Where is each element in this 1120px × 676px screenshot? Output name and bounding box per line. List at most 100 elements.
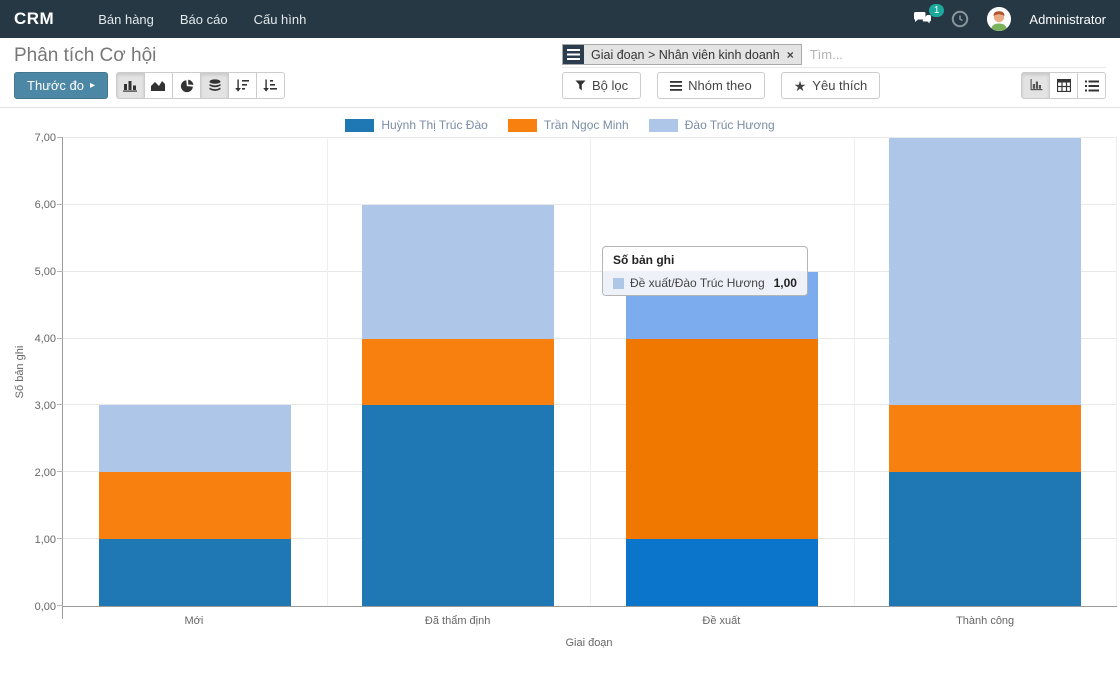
tooltip-swatch — [613, 278, 624, 289]
gridline-v — [327, 138, 328, 606]
search-view[interactable]: Giai đoạn > Nhân viên kinh doanh × Tìm..… — [562, 44, 1106, 68]
facet-remove-icon[interactable]: × — [787, 45, 801, 64]
measures-button[interactable]: Thước đo ▸ — [14, 72, 108, 99]
x-axis-labels: Mới Đã thẩm định Đề xuất Thành công — [62, 615, 1117, 631]
messages-badge: 1 — [929, 4, 945, 17]
star-icon: ★ — [794, 79, 807, 93]
nav-item-settings[interactable]: Cấu hình — [254, 12, 307, 27]
y-tick-mark — [57, 404, 63, 405]
favorites-button[interactable]: ★ Yêu thích — [781, 72, 881, 99]
legend-swatch — [345, 119, 374, 132]
y-axis-labels: 0,001,002,003,004,005,006,007,00 — [0, 138, 56, 607]
y-tick-mark — [57, 137, 63, 138]
activity-clock-icon[interactable] — [951, 10, 969, 28]
x-axis-title: Giai đoạn — [565, 637, 612, 649]
x-tick-label: Mới — [184, 615, 203, 627]
x-tick-label: Thành công — [956, 615, 1014, 627]
bar-segment[interactable] — [626, 339, 818, 540]
tooltip-label: Đề xuất/Đào Trúc Hương — [630, 276, 765, 290]
search-buttons: Bộ lọc Nhóm theo ★ Yêu thích — [562, 72, 880, 99]
groupby-button[interactable]: Nhóm theo — [657, 72, 765, 99]
legend-item[interactable]: Huỳnh Thị Trúc Đào — [345, 118, 488, 132]
legend-label: Trần Ngọc Minh — [544, 118, 629, 132]
groupby-facet-icon — [563, 45, 584, 64]
avatar[interactable] — [987, 7, 1011, 31]
nav-menu: Bán hàng Báo cáo Cấu hình — [98, 12, 306, 27]
y-tick-mark — [57, 538, 63, 539]
chart-type-group — [116, 72, 285, 99]
gridline-v — [1116, 138, 1117, 606]
measures-label: Thước đo — [27, 78, 84, 93]
y-tick-mark — [57, 204, 63, 205]
stacked-toggle-button[interactable] — [200, 72, 229, 99]
bar-segment[interactable] — [889, 138, 1081, 405]
view-switcher — [1013, 72, 1106, 99]
filters-button[interactable]: Bộ lọc — [562, 72, 641, 99]
chart-tooltip: Số bản ghi Đề xuất/Đào Trúc Hương 1,00 — [602, 246, 808, 296]
y-tick-label: 3,00 — [35, 400, 56, 412]
bar-segment[interactable] — [889, 405, 1081, 472]
messages-icon[interactable]: 1 — [913, 11, 933, 27]
chart-legend: Huỳnh Thị Trúc Đào Trần Ngọc Minh Đào Tr… — [0, 118, 1120, 132]
nav-right: 1 Administrator — [913, 7, 1106, 31]
y-tick-label: 4,00 — [35, 333, 56, 345]
y-tick-mark — [57, 605, 63, 606]
bar-segment[interactable] — [362, 205, 554, 339]
sort-asc-button[interactable] — [256, 72, 285, 99]
bar-segment[interactable] — [626, 539, 818, 606]
bar-segment[interactable] — [362, 339, 554, 406]
y-tick-mark — [57, 338, 63, 339]
pivot-view-button[interactable] — [1049, 72, 1078, 99]
user-name[interactable]: Administrator — [1029, 12, 1106, 27]
plot-area — [62, 138, 1117, 607]
y-tick-label: 7,00 — [35, 132, 56, 144]
y-tick-label: 2,00 — [35, 467, 56, 479]
graph-view-button[interactable] — [1021, 72, 1050, 99]
list-view-button[interactable] — [1077, 72, 1106, 99]
legend-label: Huỳnh Thị Trúc Đào — [381, 118, 488, 132]
control-panel: Phân tích Cơ hội Giai đoạn > Nhân viên k… — [0, 38, 1120, 108]
tooltip-row: Đề xuất/Đào Trúc Hương 1,00 — [603, 271, 807, 295]
search-facet[interactable]: Giai đoạn > Nhân viên kinh doanh × — [562, 44, 802, 65]
measure-toolbar: Thước đo ▸ — [14, 72, 285, 99]
bar-segment[interactable] — [99, 539, 291, 606]
bar-segment[interactable] — [99, 472, 291, 539]
favorites-label: Yêu thích — [812, 78, 867, 93]
x-tick-label: Đề xuất — [702, 615, 740, 627]
tooltip-value: 1,00 — [774, 276, 797, 290]
tooltip-title: Số bản ghi — [603, 247, 807, 271]
chart-section: Huỳnh Thị Trúc Đào Trần Ngọc Minh Đào Tr… — [0, 108, 1120, 675]
area-chart-button[interactable] — [144, 72, 173, 99]
page-title: Phân tích Cơ hội — [14, 45, 156, 67]
caret-right-icon: ▸ — [90, 80, 95, 91]
gridline-v — [854, 138, 855, 606]
bar-segment[interactable] — [362, 405, 554, 606]
sort-desc-button[interactable] — [228, 72, 257, 99]
nav-item-sales[interactable]: Bán hàng — [98, 12, 154, 27]
y-tick-label: 0,00 — [35, 601, 56, 613]
nav-item-reports[interactable]: Báo cáo — [180, 12, 228, 27]
navbar: CRM Bán hàng Báo cáo Cấu hình 1 — [0, 0, 1120, 38]
funnel-icon — [575, 80, 586, 91]
facet-label: Giai đoạn > Nhân viên kinh doanh — [584, 45, 787, 64]
legend-item[interactable]: Trần Ngọc Minh — [508, 118, 629, 132]
pie-chart-button[interactable] — [172, 72, 201, 99]
x-tick-label: Đã thẩm định — [425, 615, 490, 627]
legend-swatch — [508, 119, 537, 132]
y-tick-label: 1,00 — [35, 534, 56, 546]
y-tick-label: 5,00 — [35, 266, 56, 278]
groupby-label: Nhóm theo — [688, 78, 752, 93]
y-tick-label: 6,00 — [35, 199, 56, 211]
search-input[interactable]: Tìm... — [810, 44, 843, 65]
bar-segment[interactable] — [99, 405, 291, 472]
bar-segment[interactable] — [889, 472, 1081, 606]
gridline-v — [590, 138, 591, 606]
app-brand[interactable]: CRM — [14, 9, 54, 29]
bars-icon — [670, 81, 682, 91]
legend-swatch — [649, 119, 678, 132]
filters-label: Bộ lọc — [592, 78, 628, 93]
bar-chart-button[interactable] — [116, 72, 145, 99]
legend-item[interactable]: Đào Trúc Hương — [649, 118, 775, 132]
y-tick-mark — [57, 271, 63, 272]
legend-label: Đào Trúc Hương — [685, 118, 775, 132]
